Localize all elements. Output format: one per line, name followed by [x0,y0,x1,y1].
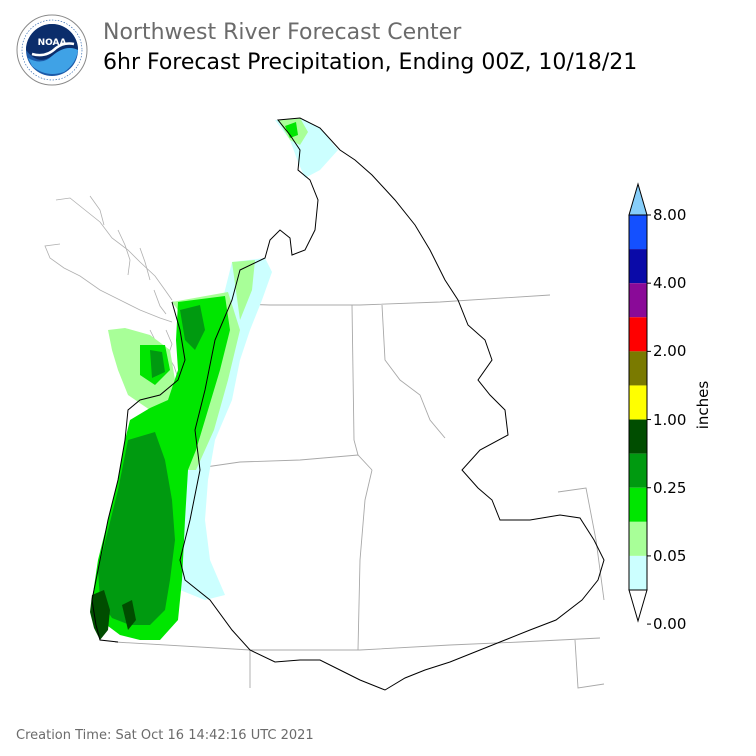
basin-boundary [179,117,605,691]
colorbar-tick-label: 0.00 [653,615,687,634]
precip-very-heavy [90,590,136,640]
colorbar-min-arrow [628,589,648,623]
colorbar-tick-label: 8.00 [653,206,687,224]
noaa-logo: NOAA [16,14,88,86]
colorbar-segment [629,385,647,420]
colorbar-segment [629,215,647,250]
colorbar-segment [629,419,647,454]
colorbar-outline [628,214,648,591]
colorbar-tick-label: 4.00 [653,274,687,293]
colorbar-segment [629,521,647,556]
coastal-boundary [91,301,186,643]
colorbar-segment [629,317,647,352]
colorbar-tick-label: 0.05 [653,546,687,565]
noaa-logo-text: NOAA [38,38,67,48]
colorbar-max-arrow [628,182,648,216]
precip-heavy [98,305,205,625]
colorbar-units-label: inches [694,380,712,430]
product-title: 6hr Forecast Precipitation, Ending 00Z, … [103,50,638,75]
colorbar-tick-label: 0.25 [653,478,687,497]
forecast-center-title: Northwest River Forecast Center [103,20,462,45]
state-boundaries [114,294,605,689]
creation-time: Creation Time: Sat Oct 16 14:42:16 UTC 2… [16,728,314,743]
colorbar-tick-label: 2.00 [653,342,687,361]
colorbar-segment [629,351,647,386]
colorbar-segment [629,453,647,488]
colorbar-segment [629,249,647,284]
colorbar-segment [629,487,647,522]
colorbar-segment [629,555,647,590]
colorbar-segment [629,283,647,318]
colorbar-tick-label: 1.00 [653,410,687,429]
